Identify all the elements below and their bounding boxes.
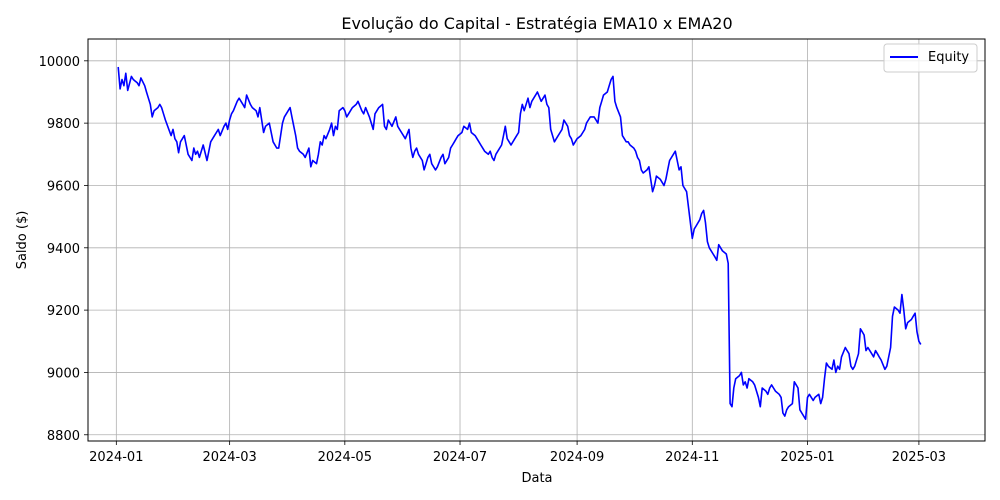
x-tick-label: 2025-03: [892, 450, 946, 465]
y-tick-label: 10000: [39, 55, 80, 70]
y-tick-label: 9200: [47, 304, 80, 319]
x-axis-label: Data: [521, 471, 552, 486]
y-tick-label: 9800: [47, 117, 80, 132]
y-axis-label: Saldo ($): [15, 211, 30, 270]
chart-title: Evolução do Capital - Estratégia EMA10 x…: [341, 14, 732, 33]
x-tick-label: 2024-07: [433, 450, 487, 465]
x-tick-label: 2024-09: [550, 450, 604, 465]
y-axis-ticks: 8800 9000 9200 9400 9600 9800 10000: [39, 55, 88, 444]
x-tick-label: 2025-01: [780, 450, 834, 465]
legend-box: [883, 43, 978, 73]
x-tick-label: 2024-01: [89, 450, 143, 465]
legend: Equity: [883, 43, 978, 73]
y-tick-label: 9600: [47, 179, 80, 194]
legend-label-equity: Equity: [928, 50, 969, 65]
x-tick-label: 2024-11: [665, 450, 719, 465]
x-axis-ticks: 2024-01 2024-03 2024-05 2024-07 2024-09 2024-…: [89, 441, 946, 465]
series-layer: [117, 66, 922, 421]
plot-frame: [87, 38, 986, 442]
y-tick-label: 9400: [47, 242, 80, 257]
y-tick-label: 9000: [47, 366, 80, 381]
x-tick-label: 2024-05: [318, 450, 372, 465]
x-tick-label: 2024-03: [202, 450, 256, 465]
series-line-equity: [117, 66, 922, 421]
y-tick-label: 8800: [47, 429, 80, 444]
